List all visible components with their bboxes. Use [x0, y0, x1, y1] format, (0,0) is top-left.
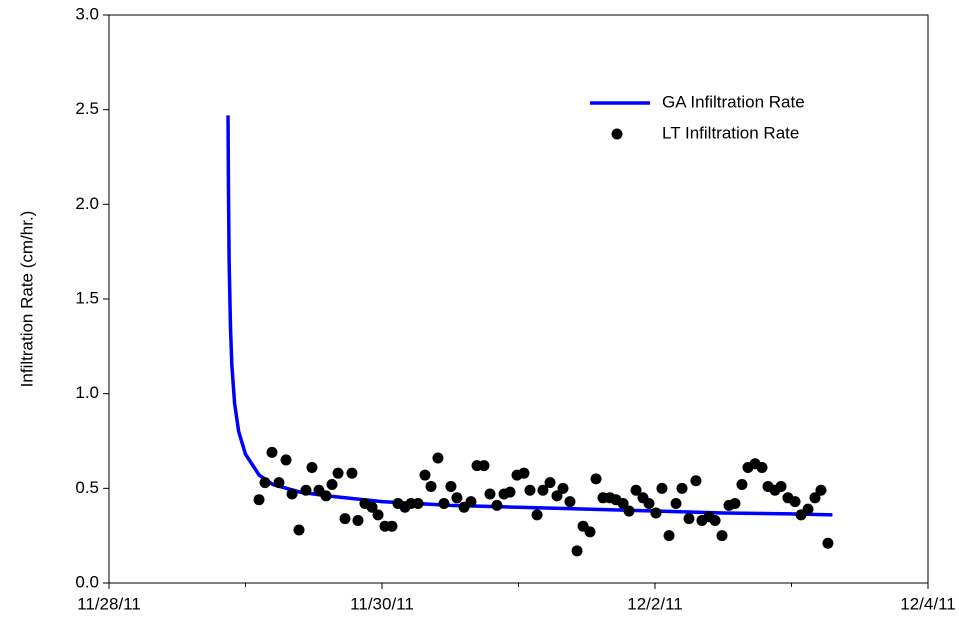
point	[736, 479, 748, 491]
point	[775, 480, 787, 492]
y-axis-label: Infiltration Rate (cm/hr.)	[17, 211, 36, 388]
point	[412, 497, 424, 509]
point	[491, 499, 503, 511]
point	[518, 467, 530, 479]
point	[306, 462, 318, 474]
point	[300, 484, 312, 496]
point	[419, 469, 431, 481]
point	[372, 509, 384, 521]
point	[339, 513, 351, 525]
point	[756, 462, 768, 474]
point	[259, 477, 271, 489]
point	[465, 496, 477, 508]
point	[524, 484, 536, 496]
point	[484, 488, 496, 500]
point	[432, 452, 444, 464]
point	[683, 513, 695, 525]
y-tick-label: 0.0	[75, 572, 99, 591]
y-tick-label: 0.5	[75, 478, 99, 497]
y-tick-label: 2.0	[75, 194, 99, 213]
point	[332, 467, 344, 479]
y-tick-label: 1.0	[75, 383, 99, 402]
point	[504, 486, 516, 498]
line	[226, 115, 833, 517]
point	[564, 496, 576, 508]
legend-marker	[611, 128, 623, 140]
point	[286, 488, 298, 500]
point	[802, 503, 814, 515]
point	[531, 509, 543, 521]
point	[280, 454, 292, 466]
point	[663, 530, 675, 542]
point	[617, 497, 629, 509]
x-tick-label: 11/28/11	[77, 594, 141, 613]
point	[551, 490, 563, 502]
point	[253, 494, 265, 506]
point	[590, 473, 602, 485]
x-tick-label: 12/2/11	[627, 594, 682, 613]
point	[643, 497, 655, 509]
point	[822, 537, 834, 549]
point	[557, 482, 569, 494]
point	[425, 480, 437, 492]
y-tick-label: 2.5	[75, 99, 99, 118]
point	[438, 497, 450, 509]
point	[729, 497, 741, 509]
point	[544, 477, 556, 489]
point	[293, 524, 305, 536]
point	[346, 467, 358, 479]
y-tick-label: 1.5	[75, 288, 99, 307]
legend-label: LT Infiltration Rate	[662, 123, 799, 142]
legend-label: GA Infiltration Rate	[662, 92, 805, 111]
point	[630, 484, 642, 496]
point	[537, 484, 549, 496]
point	[366, 501, 378, 513]
point	[445, 480, 457, 492]
point	[690, 475, 702, 487]
point	[584, 526, 596, 538]
plot-frame	[108, 14, 929, 584]
point	[623, 505, 635, 517]
point	[789, 496, 801, 508]
point	[326, 479, 338, 491]
point	[650, 507, 662, 519]
point	[656, 482, 668, 494]
point	[478, 460, 490, 472]
point	[451, 492, 463, 504]
x-tick-label: 12/4/11	[900, 594, 955, 613]
x-tick-label: 11/30/11	[350, 594, 414, 613]
point	[266, 446, 278, 458]
point	[273, 477, 285, 489]
point	[670, 497, 682, 509]
point	[571, 545, 583, 557]
point	[709, 515, 721, 527]
y-tick-label: 3.0	[75, 4, 99, 23]
point	[386, 520, 398, 532]
point	[815, 484, 827, 496]
point	[352, 515, 364, 527]
point	[716, 530, 728, 542]
point	[809, 492, 821, 504]
point	[320, 490, 332, 502]
point	[676, 482, 688, 494]
